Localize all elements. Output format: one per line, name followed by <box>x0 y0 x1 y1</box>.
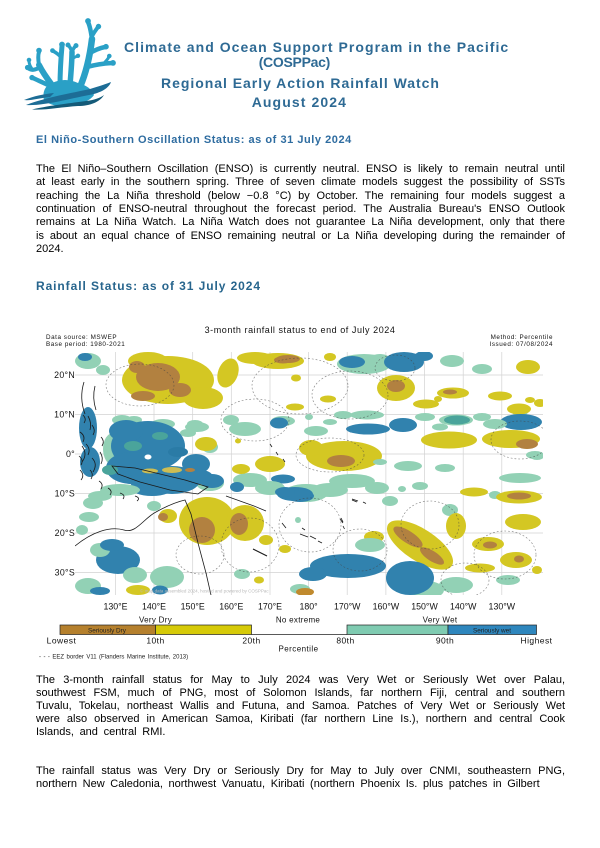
svg-text:80th: 80th <box>336 636 354 646</box>
svg-text:170°E: 170°E <box>258 602 282 612</box>
svg-text:Seriously Dry: Seriously Dry <box>88 628 127 635</box>
svg-text:No extreme: No extreme <box>276 616 321 625</box>
svg-text:Base period: 1980-2021: Base period: 1980-2021 <box>46 341 125 348</box>
svg-text:20°S: 20°S <box>55 528 75 538</box>
svg-text:10°S: 10°S <box>55 489 75 499</box>
svg-text:Very Wet: Very Wet <box>423 616 458 625</box>
svg-text:130°W: 130°W <box>489 602 516 612</box>
svg-text:Seriously wet: Seriously wet <box>473 628 511 635</box>
svg-text:20th: 20th <box>242 636 260 646</box>
svg-text:160°E: 160°E <box>219 602 243 612</box>
svg-text:© map data assembled 2024, hos: © map data assembled 2024, hosted and po… <box>140 588 269 594</box>
svg-text:- - - EEZ border V11 (Flanders: - - - EEZ border V11 (Flanders Marine In… <box>39 655 188 661</box>
svg-text:3-month rainfall status to end: 3-month rainfall status to end of July 2… <box>205 325 396 335</box>
svg-text:170°W: 170°W <box>334 602 361 612</box>
svg-text:Highest: Highest <box>521 636 553 646</box>
svg-text:180°: 180° <box>299 602 317 612</box>
svg-text:30°S: 30°S <box>55 568 75 578</box>
svg-text:Issued: 07/08/2024: Issued: 07/08/2024 <box>490 341 553 348</box>
svg-text:140°E: 140°E <box>142 602 166 612</box>
svg-text:150°W: 150°W <box>411 602 438 612</box>
svg-text:130°E: 130°E <box>103 602 127 612</box>
svg-text:Lowest: Lowest <box>47 636 77 646</box>
svg-text:Data source: MSWEP: Data source: MSWEP <box>46 334 117 341</box>
svg-text:10th: 10th <box>146 636 164 646</box>
svg-text:Very Dry: Very Dry <box>139 616 172 625</box>
svg-text:160°W: 160°W <box>373 602 400 612</box>
svg-text:0°: 0° <box>66 449 75 459</box>
svg-text:Percentile: Percentile <box>278 645 318 654</box>
svg-text:10°N: 10°N <box>54 410 75 420</box>
svg-text:Method: Percentile: Method: Percentile <box>491 334 553 341</box>
svg-text:140°W: 140°W <box>450 602 477 612</box>
svg-text:150°E: 150°E <box>181 602 205 612</box>
svg-text:20°N: 20°N <box>54 370 75 380</box>
svg-text:90th: 90th <box>436 636 454 646</box>
